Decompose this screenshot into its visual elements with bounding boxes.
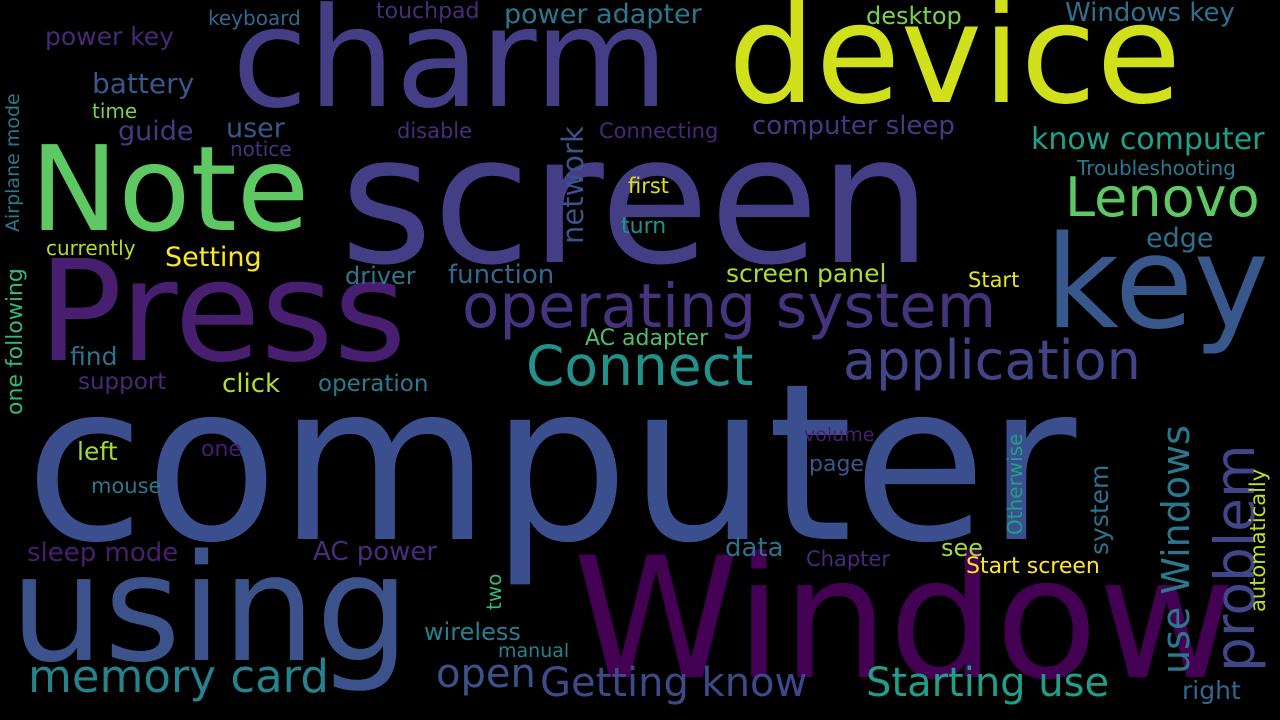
word-computer: computer — [25, 338, 1077, 591]
word-otherwise: Otherwise — [1003, 433, 1027, 535]
word-power-key: power key — [45, 22, 174, 51]
word-network: network — [556, 126, 590, 244]
word-connect: Connect — [526, 334, 754, 398]
word-device: device — [728, 0, 1182, 135]
word-using: using — [10, 523, 410, 695]
word-find: find — [70, 342, 118, 371]
word-setting: Setting — [165, 242, 262, 273]
word-one: one — [201, 437, 242, 462]
word-see: see — [941, 534, 984, 562]
word-screen-panel: screen panel — [726, 259, 887, 288]
word-screen: screen — [340, 97, 932, 304]
word-keyboard: keyboard — [208, 6, 301, 30]
word-operating-system: operating system — [462, 271, 997, 342]
word-sleep-mode: sleep mode — [27, 538, 179, 568]
word-computer-sleep: computer sleep — [752, 111, 955, 141]
word-notice: notice — [230, 137, 292, 161]
word-lenovo: Lenovo — [1065, 166, 1260, 229]
word-automatically: automatically — [1246, 468, 1270, 612]
word-airplane-mode: Airplane mode — [2, 93, 24, 232]
word-start: Start — [968, 268, 1020, 292]
word-windows-key: Windows key — [1065, 0, 1235, 28]
word-currently: currently — [46, 236, 136, 260]
word-troubleshooting: Troubleshooting — [1077, 156, 1236, 180]
word-mouse: mouse — [91, 474, 162, 498]
word-ac-power: AC power — [313, 537, 438, 567]
word-memory-card: memory card — [28, 650, 329, 703]
word-getting-know: Getting know — [540, 660, 808, 706]
word-wireless: wireless — [424, 618, 521, 646]
word-press: Press — [38, 231, 407, 394]
word-chapter: Chapter — [806, 547, 890, 571]
word-click: click — [222, 369, 281, 399]
word-volume: volume — [804, 424, 875, 446]
word-window: Window — [573, 521, 1236, 717]
word-one-following: one following — [3, 268, 28, 415]
word-edge: edge — [1146, 223, 1214, 254]
word-first: first — [628, 174, 670, 198]
word-connecting: Connecting — [599, 119, 719, 143]
word-guide: guide — [118, 116, 194, 147]
word-use-windows: use Windows — [1154, 425, 1198, 674]
word-application: application — [843, 329, 1141, 392]
word-user: user — [226, 113, 285, 144]
word-function: function — [448, 260, 555, 290]
word-starting-use: Starting use — [866, 660, 1110, 706]
word-note: Note — [30, 120, 310, 258]
word-touchpad: touchpad — [376, 0, 480, 24]
word-time: time — [92, 99, 138, 123]
word-support: support — [78, 369, 167, 395]
word-desktop: desktop — [866, 2, 962, 30]
word-power-adapter: power adapter — [504, 0, 702, 30]
word-manual: manual — [498, 640, 570, 662]
word-open: open — [436, 651, 536, 697]
word-driver: driver — [345, 262, 416, 290]
word-system: system — [1085, 464, 1114, 555]
word-turn: turn — [621, 214, 667, 239]
word-start-screen: Start screen — [966, 554, 1100, 579]
word-right: right — [1182, 676, 1241, 705]
word-operation: operation — [318, 371, 429, 397]
word-disable: disable — [397, 119, 473, 143]
word-know-computer: know computer — [1031, 122, 1265, 157]
word-data: data — [725, 533, 784, 563]
word-left: left — [77, 437, 118, 466]
word-two: two — [482, 573, 506, 610]
word-key: key — [1045, 209, 1270, 358]
word-page: page — [809, 452, 864, 477]
word-charm: charm — [232, 0, 669, 139]
word-ac-adapter: AC adapter — [585, 326, 709, 351]
word-battery: battery — [92, 67, 195, 100]
